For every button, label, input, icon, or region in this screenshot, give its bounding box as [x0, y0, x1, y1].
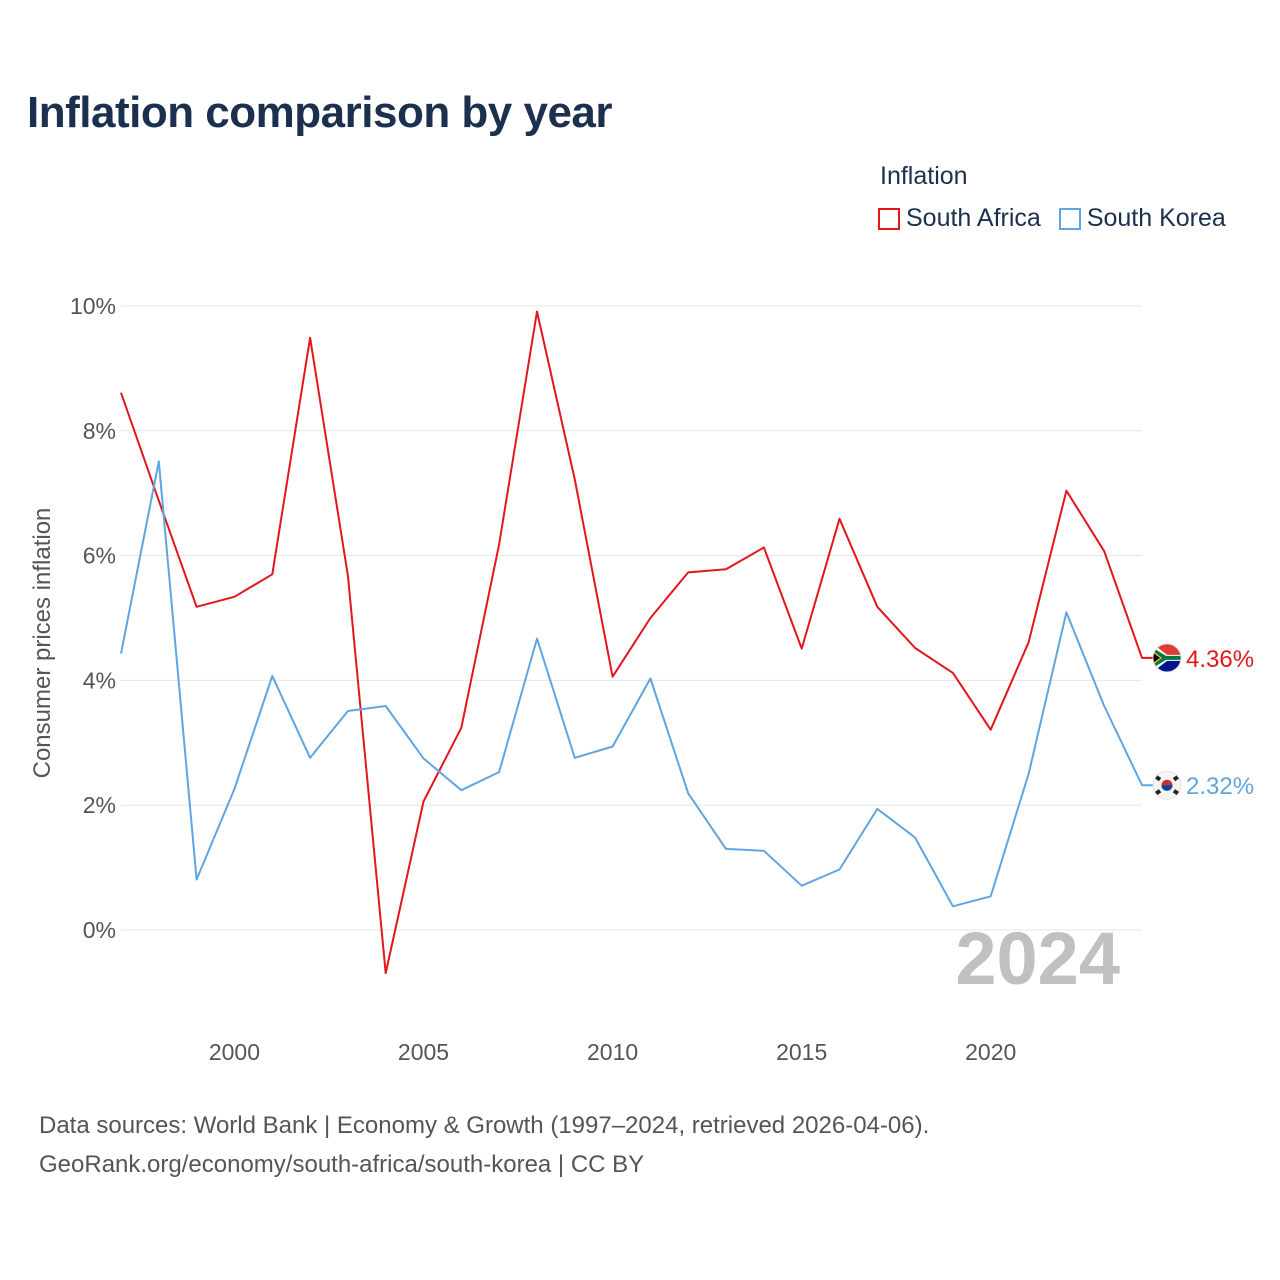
year-watermark: 2024 — [955, 917, 1120, 1000]
series-layer — [120, 310, 1156, 975]
data-source: Data sources: World Bank | Economy & Gro… — [39, 1106, 929, 1184]
y-tick-label: 8% — [83, 418, 116, 444]
x-tick-label: 2010 — [587, 1039, 638, 1065]
legend-label-south-korea: South Korea — [1086, 204, 1226, 232]
legend-swatch-south-korea — [1058, 207, 1081, 230]
end-label-south-korea: 2.32% — [1186, 773, 1254, 800]
y-tick-label: 6% — [83, 543, 116, 569]
legend-swatch-south-africa — [878, 207, 900, 230]
x-tick-label: 2005 — [398, 1039, 449, 1065]
y-tick-labels: 0% 2% 4% 6% 8% 10% — [70, 293, 116, 943]
y-axis-label: Consumer prices inflation — [29, 508, 56, 779]
source-line-1: Data sources: World Bank | Economy & Gro… — [39, 1112, 930, 1139]
flag-south-africa — [1152, 643, 1182, 673]
grid-layer — [121, 305, 1142, 931]
x-tick-label: 2000 — [209, 1039, 260, 1065]
legend-item-south-korea[interactable]: South Korea — [1058, 204, 1226, 233]
chart-title: Inflation comparison by year — [27, 88, 613, 137]
x-tick-labels: 2000 2005 2010 2015 2020 — [209, 1039, 1016, 1065]
x-tick-label: 2015 — [776, 1039, 827, 1065]
series-line-south-korea — [120, 460, 1156, 908]
legend-label-south-africa: South Africa — [906, 204, 1041, 232]
legend: South Africa South Korea — [878, 204, 1244, 233]
flag-south-korea — [1152, 770, 1182, 800]
legend-item-south-africa[interactable]: South Africa — [878, 204, 1041, 233]
x-tick-label: 2020 — [965, 1039, 1016, 1065]
y-tick-label: 2% — [83, 792, 116, 818]
series-line-south-africa — [120, 310, 1156, 975]
y-tick-label: 10% — [70, 293, 116, 319]
legend-title: Inflation — [880, 162, 968, 190]
end-label-south-africa: 4.36% — [1186, 646, 1254, 673]
end-labels: 4.36% 2.32% — [1152, 643, 1254, 800]
source-line-2[interactable]: GeoRank.org/economy/south-africa/south-k… — [39, 1151, 645, 1178]
y-tick-label: 0% — [83, 917, 116, 943]
y-tick-label: 4% — [83, 667, 116, 693]
